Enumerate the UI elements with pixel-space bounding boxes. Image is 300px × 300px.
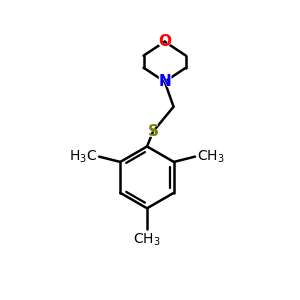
Text: N: N bbox=[158, 74, 171, 89]
Text: H$_3$C: H$_3$C bbox=[69, 148, 97, 165]
Text: S: S bbox=[147, 124, 158, 139]
Text: CH$_3$: CH$_3$ bbox=[133, 231, 161, 248]
Text: CH$_3$: CH$_3$ bbox=[197, 148, 225, 165]
Text: O: O bbox=[158, 34, 171, 49]
Text: O: O bbox=[156, 32, 173, 51]
Text: S: S bbox=[146, 122, 160, 141]
Text: N: N bbox=[157, 72, 173, 91]
